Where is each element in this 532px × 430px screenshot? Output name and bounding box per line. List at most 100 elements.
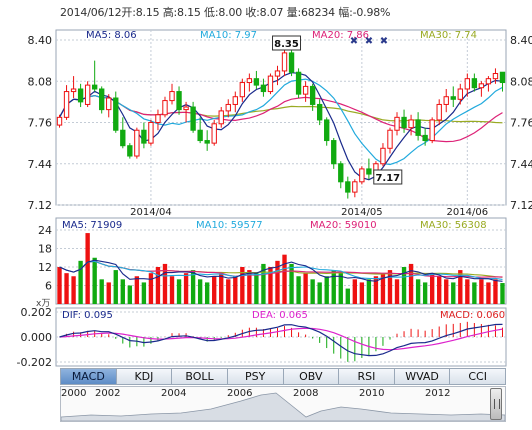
volume-bar: [479, 279, 484, 304]
candle-body: [288, 52, 295, 73]
price-tick-label-left: 8.40: [28, 34, 53, 47]
volume-bar: [120, 279, 125, 304]
volume-bar: [254, 273, 259, 304]
price-callout-box: [373, 169, 403, 185]
candle-body: [352, 181, 358, 193]
candle-body: [239, 82, 246, 98]
candle-body: [70, 88, 77, 93]
volume-legend-item: MA10: 59577: [196, 220, 263, 231]
volume-ma10-line: [59, 260, 503, 280]
price-tick-label-right: 7.12: [510, 199, 532, 212]
candle-body: [338, 163, 344, 183]
volume-bar: [113, 270, 118, 304]
quote-date: 2014/06/12: [60, 6, 122, 19]
volume-tick-label: 12: [38, 261, 52, 274]
macd-tick-label: -0.202: [17, 356, 52, 368]
volume-bar: [451, 282, 456, 304]
volume-bar: [472, 282, 477, 304]
candle-body: [429, 119, 435, 142]
timeline-price-sparkline: [61, 392, 505, 421]
volume-bar: [169, 276, 175, 304]
close-value: 8.07: [259, 6, 284, 19]
macd-tick-label: 0.202: [21, 306, 53, 319]
tab-obv[interactable]: OBV: [283, 368, 340, 385]
volume-bar: [282, 254, 287, 304]
candle-body: [84, 84, 91, 105]
price-tick-label-right: 8.08: [510, 75, 532, 88]
dea-line: [59, 327, 503, 351]
volume-bar: [78, 260, 83, 304]
volume-bar: [162, 263, 168, 304]
tab-cci[interactable]: CCI: [450, 368, 506, 385]
timeline-range-handle[interactable]: [490, 388, 502, 420]
indicator-tab-bar: MACD KDJ BOLL PSY OBV RSI WVAD CCI: [60, 368, 506, 385]
timeline-year: 2006: [227, 388, 253, 399]
candle-body: [162, 100, 168, 116]
volume-bar: [366, 279, 372, 304]
candle-body: [408, 119, 414, 129]
volume-bar: [317, 282, 322, 304]
tab-kdj[interactable]: KDJ: [116, 368, 173, 385]
volume-bar: [458, 270, 463, 304]
volume-value: 68234: [300, 6, 335, 19]
low-label: 低:: [204, 6, 219, 19]
candle-body: [267, 75, 274, 93]
candle-body: [113, 97, 119, 131]
tab-wvad[interactable]: WVAD: [394, 368, 451, 385]
tab-psy[interactable]: PSY: [227, 368, 284, 385]
candle-body: [345, 181, 351, 193]
change-value: -0.98%: [352, 6, 391, 19]
volume-ma5-line: [59, 259, 503, 282]
volume-legend-item: MA5: 71909: [62, 220, 122, 231]
tab-macd[interactable]: MACD: [60, 368, 117, 385]
volume-bar: [380, 273, 386, 304]
candle-body: [499, 71, 506, 84]
price-tick-label-left: 7.76: [28, 117, 53, 130]
volume-legend-item: MA30: 56308: [420, 220, 487, 231]
price-legend-item: MA5: 8.06: [86, 30, 137, 41]
volume-bar: [429, 273, 435, 304]
candle-body: [316, 103, 323, 121]
volume-bar: [57, 267, 62, 304]
volume-bar: [233, 276, 238, 304]
candle-body: [443, 96, 449, 105]
volume-bar: [106, 282, 111, 304]
volume-bar: [268, 267, 273, 304]
candle-body: [63, 91, 70, 118]
volume-unit-label: x万: [36, 299, 50, 309]
timeline-year: 2000: [61, 388, 87, 399]
volume-bar: [204, 282, 210, 304]
candle-body: [176, 91, 182, 111]
volume-bar: [387, 270, 393, 304]
volume-bar: [394, 279, 400, 304]
candle-body: [197, 129, 203, 142]
candle-body: [295, 71, 302, 95]
volume-bar: [331, 270, 336, 304]
candle-body: [211, 123, 217, 144]
volume-label: 量:: [286, 6, 302, 19]
price-tick-label-left: 8.08: [28, 75, 53, 88]
candle-body: [324, 119, 330, 142]
timeline-year: 2010: [359, 388, 385, 399]
candle-body: [309, 85, 316, 105]
candle-body: [246, 78, 253, 84]
macd-tick-label: 0.000: [21, 331, 53, 344]
tab-boll[interactable]: BOLL: [172, 368, 228, 385]
candle-body: [225, 103, 231, 112]
volume-bar: [415, 279, 421, 304]
volume-bar: [197, 279, 203, 304]
candle-body: [302, 85, 309, 95]
stock-chart[interactable]: 8.40 8.40 8.08 8.08 7.76 7.76 7.44 7.44 7.12 7.12…: [0, 0, 532, 368]
ma5-line: [58, 72, 503, 181]
change-label: 幅:: [338, 6, 353, 19]
event-star-icon: ✖: [350, 36, 358, 47]
timeline-year: 2004: [161, 388, 187, 399]
volume-bar: [493, 279, 498, 304]
timeline-navigator[interactable]: 2000 2002 2004 2006 2008 2010 2012: [60, 386, 506, 422]
ma10-line: [58, 78, 503, 166]
macd-legend-item: DIF: 0.095: [62, 310, 113, 321]
candle-body: [106, 97, 112, 111]
volume-tick-label: 24: [38, 224, 52, 237]
volume-bar: [373, 276, 379, 304]
tab-rsi[interactable]: RSI: [339, 368, 395, 385]
